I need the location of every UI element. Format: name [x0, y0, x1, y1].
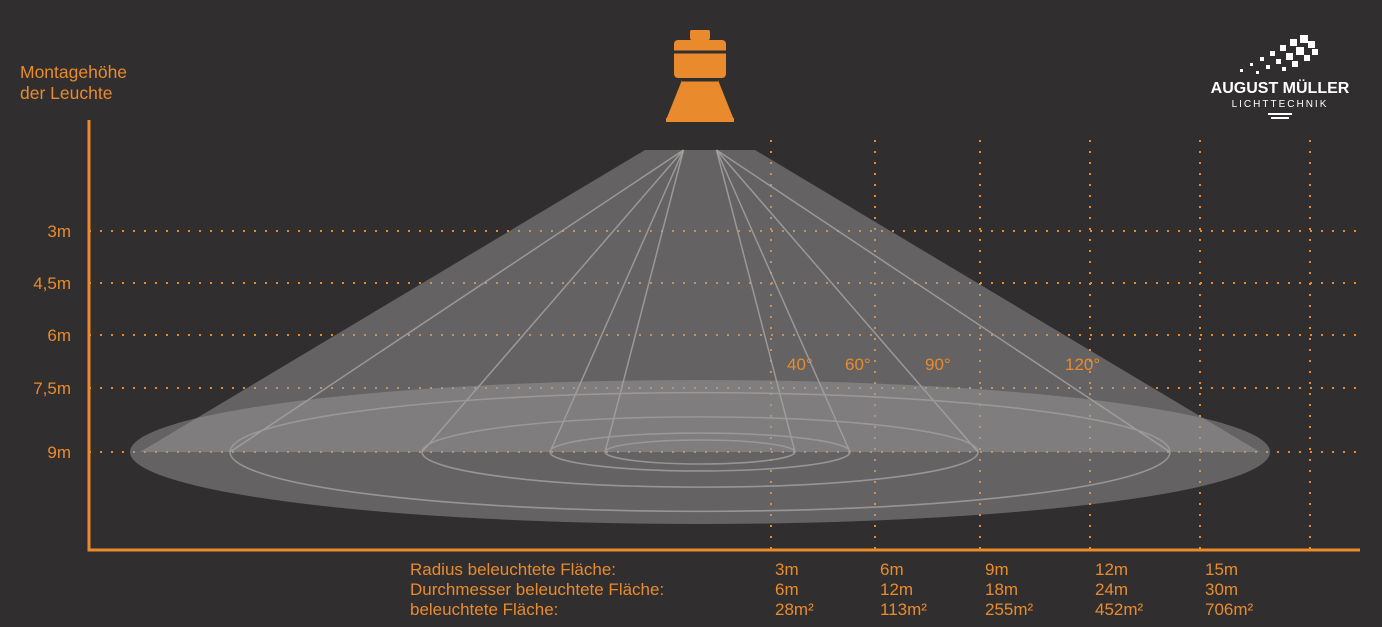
table-row-label: Durchmesser beleuchtete Fläche:	[410, 580, 664, 599]
table-cell: 452m²	[1095, 600, 1144, 619]
lamp-icon	[666, 80, 734, 120]
table-row-label: Radius beleuchtete Fläche:	[410, 560, 616, 579]
lamp-icon	[690, 30, 710, 40]
table-cell: 3m	[775, 560, 799, 579]
title-line1: Montagehöhe	[20, 62, 127, 82]
table-cell: 9m	[985, 560, 1009, 579]
table-cell: 113m²	[880, 600, 927, 619]
table-cell: 255m²	[985, 600, 1034, 619]
ytick-label: 4,5m	[33, 274, 71, 293]
logo-pixel	[1300, 35, 1308, 43]
ytick-label: 9m	[47, 443, 71, 462]
logo-brand: AUGUST MÜLLER	[1211, 78, 1350, 97]
angle-label: 60°	[845, 355, 871, 374]
logo-pixel	[1256, 71, 1259, 74]
ytick-label: 3m	[47, 222, 71, 241]
beam-angle-diagram: 40°60°90°120°3m4,5m6m7,5m9mMontagehöhede…	[0, 0, 1382, 627]
logo-sub: LICHTTECHNIK	[1232, 99, 1329, 110]
table-cell: 24m	[1095, 580, 1128, 599]
logo-pixel	[1250, 63, 1253, 66]
table-cell: 6m	[775, 580, 799, 599]
table-cell: 15m	[1205, 560, 1238, 579]
angle-label: 90°	[925, 355, 951, 374]
table-cell: 12m	[1095, 560, 1128, 579]
logo-pixel	[1286, 53, 1293, 60]
logo-pixel	[1270, 51, 1275, 56]
logo-pixel	[1276, 59, 1281, 64]
logo-pixel	[1312, 49, 1318, 55]
logo-pixel	[1266, 65, 1270, 69]
lamp-icon	[674, 40, 726, 78]
main-cone	[140, 150, 1260, 452]
ytick-label: 7,5m	[33, 379, 71, 398]
table-cell: 28m²	[775, 600, 814, 619]
table-cell: 18m	[985, 580, 1018, 599]
logo-pixel	[1292, 61, 1298, 67]
logo-pixel	[1240, 69, 1243, 72]
logo-pixel	[1308, 41, 1315, 48]
table-cell: 30m	[1205, 580, 1238, 599]
table-cell: 6m	[880, 560, 904, 579]
logo-pixel	[1296, 47, 1304, 55]
ytick-label: 6m	[47, 326, 71, 345]
logo-pixel	[1304, 55, 1310, 61]
table-cell: 12m	[880, 580, 913, 599]
logo-pixel	[1260, 57, 1264, 61]
logo-pixel	[1282, 67, 1286, 71]
table-row-label: beleuchtete Fläche:	[410, 600, 558, 619]
title-line2: der Leuchte	[20, 83, 112, 103]
logo-pixel	[1290, 39, 1297, 46]
table-cell: 706m²	[1205, 600, 1254, 619]
logo-pixel	[1280, 45, 1286, 51]
angle-label: 120°	[1065, 355, 1100, 374]
